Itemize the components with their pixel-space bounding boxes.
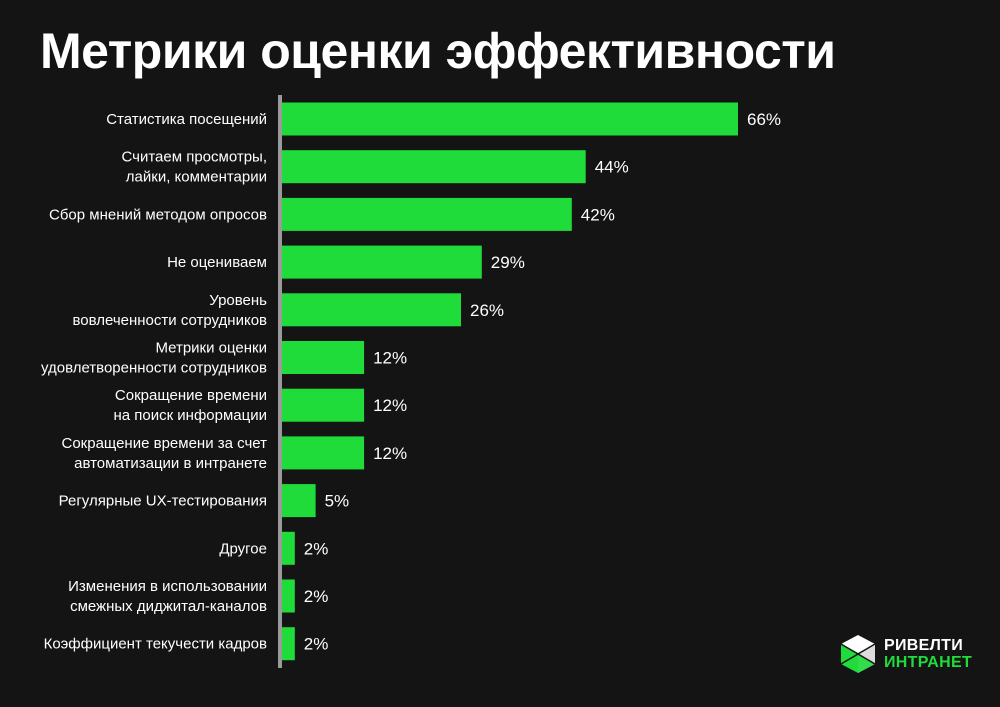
category-label: Другое [219, 540, 267, 557]
category-label: удовлетворенности сотрудников [41, 360, 267, 377]
bar [281, 436, 365, 470]
category-label: лайки, комментарии [126, 169, 267, 186]
category-label: вовлеченности сотрудников [72, 312, 267, 329]
value-label: 26% [470, 301, 504, 320]
bar [281, 388, 365, 422]
bar [281, 627, 295, 661]
category-label: Сокращение времени [115, 387, 267, 404]
bar [281, 531, 295, 565]
value-label: 29% [491, 253, 525, 272]
category-label: Сбор мнений методом опросов [49, 206, 267, 223]
chart-title: Метрики оценки эффективности [40, 23, 836, 79]
category-label: Сокращение времени за счет [62, 435, 268, 452]
value-label: 2% [304, 635, 329, 654]
category-label: Регулярные UX-тестирования [59, 493, 267, 510]
brand-logo: РИВЕЛТИ ИНТРАНЕТ [838, 633, 972, 675]
category-label: Не оцениваем [167, 254, 267, 271]
bar [281, 484, 316, 518]
category-label: на поиск информации [113, 407, 267, 424]
category-label: Коэффициент текучести кадров [44, 636, 267, 653]
value-label: 12% [373, 444, 407, 463]
logo-text: РИВЕЛТИ ИНТРАНЕТ [884, 637, 972, 671]
category-label: смежных диджитал-каналов [70, 598, 267, 615]
logo-line-1: РИВЕЛТИ [884, 637, 963, 654]
value-label: 2% [304, 539, 329, 558]
logo-line-2: ИНТРАНЕТ [884, 654, 973, 671]
bar [281, 293, 461, 327]
value-label: 12% [373, 349, 407, 368]
value-label: 44% [595, 158, 629, 177]
value-label: 2% [304, 587, 329, 606]
cube-logo-icon [840, 635, 876, 673]
category-label: автоматизации в интранете [74, 455, 267, 472]
bar [281, 245, 482, 279]
category-label: Статистика посещений [106, 111, 267, 128]
bar [281, 579, 295, 613]
value-label: 12% [373, 396, 407, 415]
category-label: Метрики оценки [155, 340, 267, 357]
bar [281, 150, 586, 184]
category-label: Изменения в использовании [68, 578, 267, 595]
value-label: 5% [325, 492, 350, 511]
bar [281, 102, 738, 136]
value-label: 42% [581, 205, 615, 224]
bar [281, 341, 365, 374]
category-label: Считаем просмотры, [121, 149, 267, 166]
category-label: Уровень [209, 292, 267, 309]
value-label: 66% [747, 110, 781, 129]
bar [281, 197, 572, 231]
